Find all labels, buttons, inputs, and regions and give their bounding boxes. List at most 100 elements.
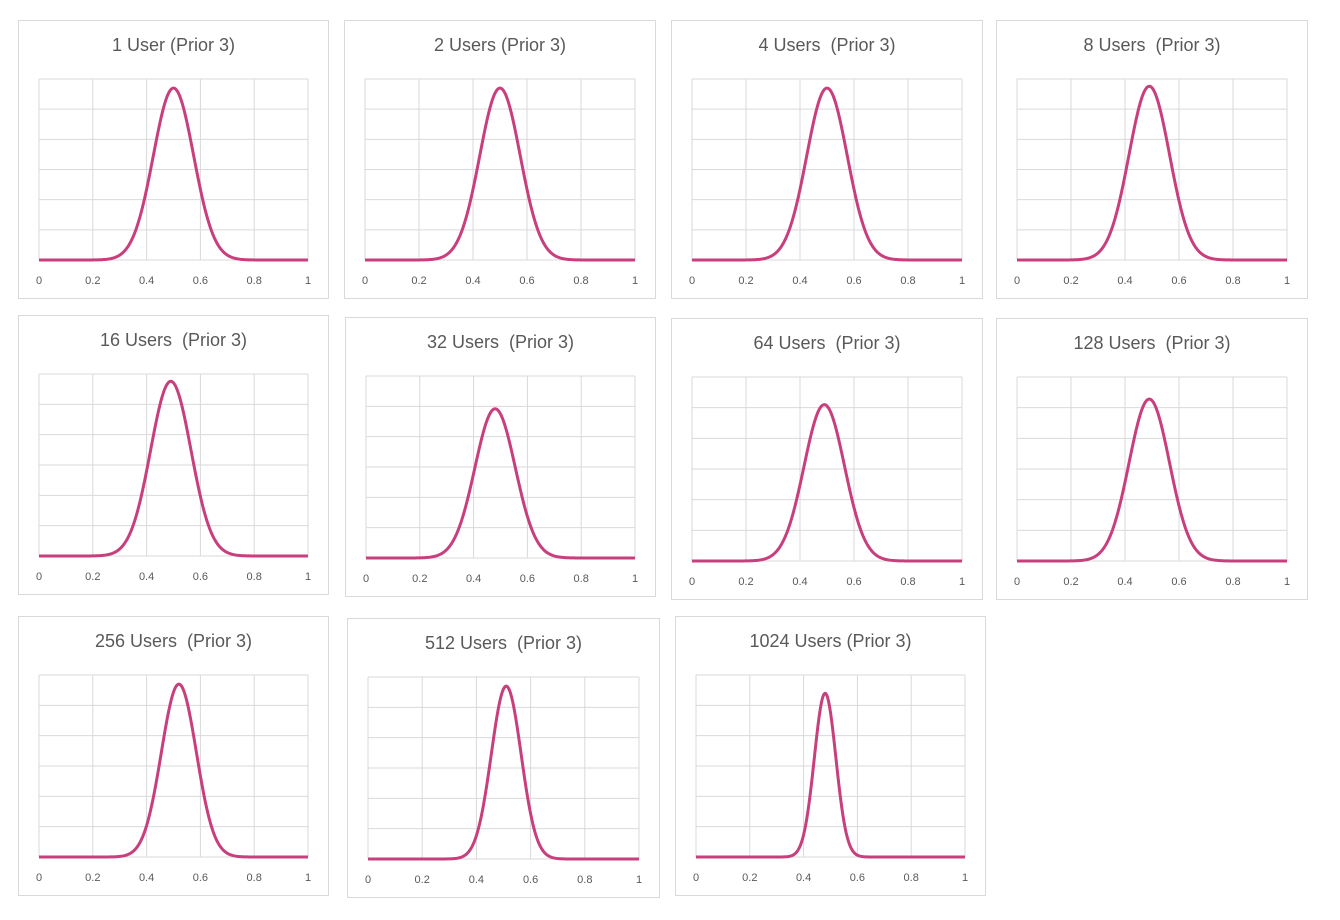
x-tick-label: 0.8 <box>577 874 592 886</box>
gridlines <box>691 78 963 261</box>
x-tick-label: 0 <box>1014 576 1020 588</box>
chart-title: 256 Users (Prior 3) <box>94 631 253 651</box>
chart-plot: 0 0.2 0.4 0.6 0.8 1 <box>365 676 642 886</box>
x-tick-label: 0.8 <box>574 573 589 585</box>
x-tick-label: 0.6 <box>846 576 861 588</box>
chart-panel-4-users: 4 Users (Prior 3) 0 0.2 0.4 0.6 0.8 1 <box>671 20 983 299</box>
x-tick-label: 0.2 <box>742 872 757 884</box>
x-tick-label: 0.4 <box>465 275 480 287</box>
x-tick-label: 0.2 <box>412 573 427 585</box>
x-tick-label: 0.4 <box>139 571 154 583</box>
chart-panel-256-users: 256 Users (Prior 3) 0 0.2 0.4 0.6 0.8 1 <box>18 616 329 896</box>
x-tick-label: 1 <box>962 872 968 884</box>
density-curve <box>1016 397 1288 563</box>
gridlines <box>365 375 636 559</box>
gridlines <box>38 373 309 557</box>
gridlines <box>695 674 966 858</box>
chart-title: 8 Users (Prior 3) <box>1083 35 1221 55</box>
x-tick-label: 0 <box>36 571 42 583</box>
x-tick-label: 0 <box>363 573 369 585</box>
gridlines <box>364 78 636 261</box>
density-curve <box>367 684 640 861</box>
density-curve <box>364 86 636 262</box>
density-curve <box>38 682 309 859</box>
x-tick-label: 0.8 <box>1225 275 1240 287</box>
x-tick-label: 0.8 <box>904 872 919 884</box>
chart-title: 1 User (Prior 3) <box>111 35 236 55</box>
x-tick-label: 0 <box>36 275 42 287</box>
x-tick-label: 0.6 <box>1171 275 1186 287</box>
chart-title: 128 Users (Prior 3) <box>1073 333 1231 353</box>
density-curve <box>38 379 309 558</box>
x-tick-label: 0.4 <box>792 275 807 287</box>
x-tick-label: 0 <box>362 275 368 287</box>
x-tick-label: 0.8 <box>1225 576 1240 588</box>
gridlines <box>367 676 640 860</box>
density-curve <box>1016 84 1288 262</box>
chart-title: 64 Users (Prior 3) <box>753 333 901 353</box>
x-tick-label: 0.6 <box>193 275 208 287</box>
chart-panel-1-user: 1 User (Prior 3) 0 0.2 0.4 0.6 0.8 1 <box>18 20 329 299</box>
x-tick-label: 0.4 <box>139 275 154 287</box>
x-tick-label: 0.8 <box>247 571 262 583</box>
chart-plot: 0 0.2 0.4 0.6 0.8 1 <box>362 78 638 287</box>
chart-panel-16-users: 16 Users (Prior 3) 0 0.2 0.4 0.6 0.8 1 <box>18 315 329 595</box>
chart-plot: 0 0.2 0.4 0.6 0.8 1 <box>693 674 968 884</box>
x-tick-label: 0.4 <box>466 573 481 585</box>
x-tick-label: 1 <box>632 573 638 585</box>
x-tick-label: 0 <box>1014 275 1020 287</box>
gridlines <box>1016 78 1288 261</box>
x-tick-label: 0.8 <box>573 275 588 287</box>
x-tick-label: 0.6 <box>1171 576 1186 588</box>
gridlines <box>38 78 309 261</box>
x-tick-label: 0.8 <box>900 275 915 287</box>
chart-plot: 0 0.2 0.4 0.6 0.8 1 <box>1014 78 1290 287</box>
chart-title: 1024 Users (Prior 3) <box>749 631 912 651</box>
chart-panel-512-users: 512 Users (Prior 3) 0 0.2 0.4 0.6 0.8 1 <box>347 618 660 898</box>
x-tick-label: 0 <box>36 872 42 884</box>
density-curve <box>365 407 636 560</box>
x-tick-label: 1 <box>636 874 642 886</box>
x-tick-label: 0.2 <box>85 571 100 583</box>
x-tick-label: 0.8 <box>247 872 262 884</box>
chart-panel-2-users: 2 Users (Prior 3) 0 0.2 0.4 0.6 0.8 1 <box>344 20 656 299</box>
x-tick-label: 0.2 <box>85 275 100 287</box>
chart-title: 4 Users (Prior 3) <box>758 35 896 55</box>
chart-panel-64-users: 64 Users (Prior 3) 0 0.2 0.4 0.6 0.8 1 <box>671 318 983 600</box>
gridlines <box>38 674 309 858</box>
x-tick-label: 0.6 <box>846 275 861 287</box>
chart-panel-128-users: 128 Users (Prior 3) 0 0.2 0.4 0.6 0.8 1 <box>996 318 1308 600</box>
x-tick-label: 0 <box>689 576 695 588</box>
x-tick-label: 0.8 <box>247 275 262 287</box>
x-tick-label: 0.6 <box>850 872 865 884</box>
x-tick-label: 0.4 <box>1117 576 1132 588</box>
x-tick-label: 0.2 <box>85 872 100 884</box>
x-tick-label: 0 <box>365 874 371 886</box>
x-tick-label: 0.4 <box>792 576 807 588</box>
x-tick-label: 1 <box>959 576 965 588</box>
chart-plot: 0 0.2 0.4 0.6 0.8 1 <box>36 373 311 583</box>
x-tick-label: 1 <box>305 275 311 287</box>
x-tick-label: 0.6 <box>523 874 538 886</box>
gridlines <box>691 376 963 562</box>
x-tick-label: 0.2 <box>1063 275 1078 287</box>
density-curve <box>38 86 309 262</box>
x-tick-label: 1 <box>632 275 638 287</box>
x-tick-label: 1 <box>959 275 965 287</box>
x-tick-label: 0.2 <box>415 874 430 886</box>
chart-plot: 0 0.2 0.4 0.6 0.8 1 <box>689 376 965 588</box>
chart-plot: 0 0.2 0.4 0.6 0.8 1 <box>689 78 965 287</box>
chart-panel-1024-users: 1024 Users (Prior 3) 0 0.2 0.4 0.6 0.8 1 <box>675 616 986 896</box>
x-tick-label: 1 <box>1284 576 1290 588</box>
x-tick-label: 0.4 <box>139 872 154 884</box>
x-tick-label: 0.6 <box>193 571 208 583</box>
x-tick-label: 0.2 <box>411 275 426 287</box>
x-tick-label: 1 <box>305 872 311 884</box>
chart-title: 512 Users (Prior 3) <box>424 633 583 653</box>
x-tick-label: 0.2 <box>1063 576 1078 588</box>
density-curve <box>691 403 963 563</box>
x-tick-label: 0.4 <box>1117 275 1132 287</box>
x-tick-label: 0.4 <box>796 872 811 884</box>
chart-plot: 0 0.2 0.4 0.6 0.8 1 <box>1014 376 1290 588</box>
density-curve <box>691 86 963 262</box>
